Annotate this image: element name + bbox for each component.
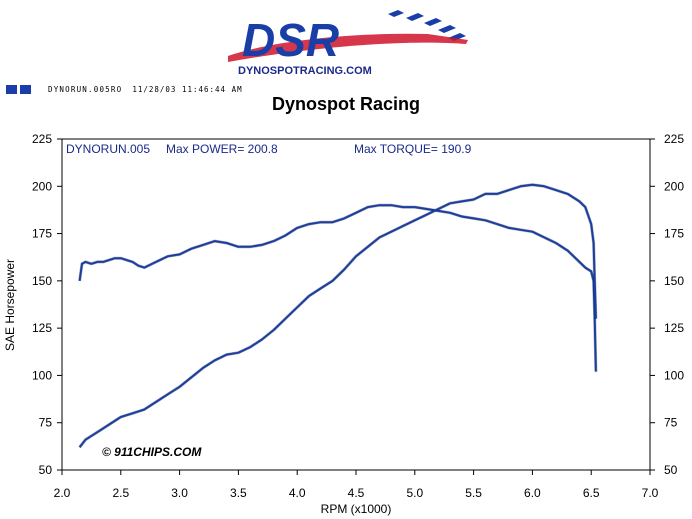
- series-lines: [78, 183, 598, 449]
- annotation-max-torque: Max TORQUE= 190.9: [354, 142, 472, 156]
- y-right-tick-label: 175: [664, 227, 684, 241]
- y-tick-label: 175: [32, 227, 52, 241]
- x-tick-label: 4.0: [289, 486, 306, 500]
- y-tick-label: 75: [39, 416, 53, 430]
- x-tick-label: 3.0: [171, 486, 188, 500]
- x-tick-labels: 2.0 2.5 3.0 3.5 4.0 4.5 5.0 5.5 6.0 6.5 7.0: [54, 486, 659, 500]
- y-right-tick-label: 150: [664, 274, 684, 288]
- y-right-tick-label: 200: [664, 179, 684, 193]
- y-tick-label: 225: [32, 132, 52, 146]
- annotation-run: DYNORUN.005: [66, 142, 150, 156]
- y-tick-label: 125: [32, 321, 52, 335]
- x-tick-label: 6.5: [583, 486, 600, 500]
- plot-frame: [61, 138, 651, 471]
- logo-url-text: DYNOSPOTRACING.COM: [238, 65, 372, 77]
- x-tick-label: 7.0: [642, 486, 659, 500]
- y-tick-label: 150: [32, 274, 52, 288]
- x-tick-label: 6.0: [524, 486, 541, 500]
- y-tick-labels: 50 75 100 125 150 175 200 225: [32, 132, 52, 477]
- x-tick-label: 5.0: [406, 486, 423, 500]
- y-right-tick-label: 75: [664, 416, 678, 430]
- watermark-911chips: © 911CHIPS.COM: [102, 445, 202, 459]
- series-line-shadow-power: [78, 183, 598, 449]
- legend-square-icon: [6, 84, 17, 94]
- y-tick-label: 200: [32, 179, 52, 193]
- run-id: DYNORUN.005RO: [48, 84, 123, 94]
- axis-ticks: [57, 138, 655, 475]
- x-tick-label: 3.5: [230, 486, 247, 500]
- y-axis-label: SAE Horsepower: [3, 259, 17, 351]
- y-right-tick-label: 225: [664, 132, 684, 146]
- y-right-tick-label: 125: [664, 321, 684, 335]
- run-timestamp: 11/28/03 11:46:44 AM: [132, 84, 243, 94]
- x-tick-label: 2.5: [112, 486, 129, 500]
- run-header: DYNORUN.005RO 11/28/03 11:46:44 AM: [6, 82, 243, 96]
- series-line-torque: [78, 204, 597, 372]
- annotation-max-power: Max POWER= 200.8: [166, 142, 278, 156]
- dsr-logo-graphic: DSR DYNOSPOTRACING.COM: [228, 10, 468, 77]
- x-tick-label: 5.5: [465, 486, 482, 500]
- dsr-logo: DSR DYNOSPOTRACING.COM: [228, 4, 474, 82]
- y-tick-label: 100: [32, 368, 52, 382]
- y-tick-label: 50: [39, 463, 53, 477]
- y-right-tick-label: 100: [664, 368, 684, 382]
- page-title: Dynospot Racing: [271, 94, 420, 114]
- logo-dsr-text: DSR: [242, 14, 339, 66]
- x-tick-label: 4.5: [348, 486, 365, 500]
- series-line-power: [78, 183, 597, 448]
- legend-square-icon: [20, 84, 31, 94]
- y-right-tick-labels: 50 75 100 125 150 175 200 225: [664, 132, 684, 477]
- x-axis-label: RPM (x1000): [321, 502, 392, 516]
- y-right-tick-label: 50: [664, 463, 678, 477]
- x-tick-label: 2.0: [54, 486, 71, 500]
